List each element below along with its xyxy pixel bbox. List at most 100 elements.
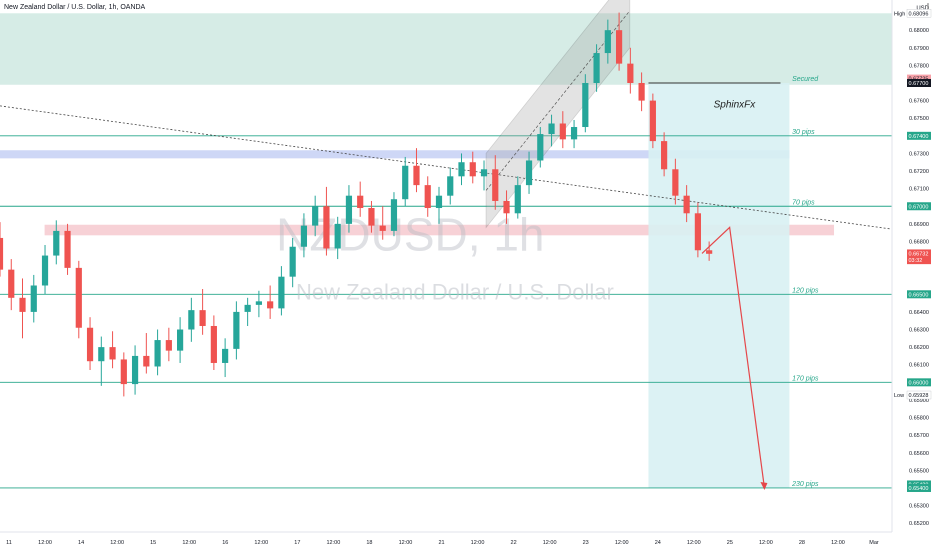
- candle-body-60: [672, 169, 679, 196]
- x-tick-20: 25: [727, 540, 733, 546]
- candle-body-62: [694, 213, 701, 251]
- price-label-bg-2: [907, 78, 931, 87]
- price-label-bg-3: [907, 131, 931, 140]
- currency-label: USD: [916, 6, 929, 12]
- blue-zone: [0, 150, 790, 159]
- price-label-bg-11: [907, 483, 931, 492]
- candle-body-51: [570, 127, 578, 140]
- candle-body-12: [131, 355, 139, 385]
- x-tick-22: 28: [799, 540, 805, 546]
- candle-body-25: [278, 276, 285, 309]
- author-tag: SphinxFx: [714, 100, 757, 111]
- candle-body-33: [368, 208, 375, 226]
- x-tick-15: 12:00: [543, 540, 557, 546]
- y-tick-15: 0.66100: [909, 363, 929, 369]
- x-tick-14: 22: [511, 540, 517, 546]
- candle-body-45: [503, 200, 510, 214]
- y-tick-10: 0.66800: [909, 239, 929, 245]
- candle-body-39: [435, 195, 443, 209]
- candle-body-9: [98, 347, 105, 362]
- candle-body-44: [492, 169, 499, 201]
- red-zone: [44, 224, 835, 236]
- projection-arrowhead: [760, 481, 768, 490]
- price-label-3: 0.67400: [909, 134, 929, 140]
- x-tick-10: 18: [366, 540, 372, 546]
- candle-body-18: [199, 310, 206, 326]
- x-tick-18: 24: [655, 540, 661, 546]
- x-tick-19: 12:00: [687, 540, 701, 546]
- x-tick-2: 14: [78, 540, 84, 546]
- dots-menu-icon[interactable]: [927, 3, 929, 9]
- y-tick-14: 0.66200: [909, 345, 929, 351]
- y-tick-8: 0.67100: [909, 187, 929, 193]
- level-label-2: 70 pips: [792, 199, 815, 206]
- candle-body-17: [188, 310, 195, 330]
- candle-body-35: [390, 199, 398, 231]
- x-tick-3: 12:00: [110, 540, 124, 546]
- price-label-2: 0.67700: [909, 81, 929, 87]
- x-tick-24: Mar: [869, 540, 879, 546]
- price-label-bg-8: [907, 378, 931, 387]
- price-label-bg-9: [906, 390, 932, 400]
- candle-body-43: [480, 169, 488, 177]
- price-label-7: 0.66500: [909, 292, 929, 298]
- y-tick-21: 0.65300: [909, 504, 929, 510]
- candle-body-13: [143, 355, 150, 367]
- candle-body-34: [379, 225, 386, 231]
- price-tag-0: High: [894, 11, 905, 17]
- candle-body-52: [582, 82, 589, 128]
- x-tick-4: 15: [150, 540, 156, 546]
- candle-body-55: [615, 30, 623, 64]
- candle-body-21: [233, 311, 240, 349]
- candle-body-38: [424, 185, 431, 209]
- x-tick-8: 17: [294, 540, 300, 546]
- watermark-symbol: NZDUSD, 1h: [276, 208, 544, 260]
- y-tick-6: 0.67300: [909, 151, 929, 157]
- y-tick-20: 0.65500: [909, 468, 929, 474]
- candle-body-61: [683, 195, 690, 214]
- y-tick-5: 0.67500: [909, 116, 929, 122]
- candle-body-10: [109, 347, 116, 360]
- candle-body-31: [345, 195, 353, 224]
- candle-body-47: [525, 160, 533, 186]
- candle-body-15: [165, 340, 172, 351]
- candle-body-28: [312, 206, 319, 226]
- x-tick-0: 11: [6, 540, 12, 546]
- y-tick-12: 0.66400: [909, 310, 929, 316]
- x-tick-6: 16: [222, 540, 228, 546]
- y-tick-18: 0.65700: [909, 433, 929, 439]
- candle-body-57: [638, 82, 645, 101]
- x-tick-12: 21: [438, 540, 444, 546]
- price-label-0: 0.68096: [909, 11, 929, 17]
- level-label-5: 230 pips: [791, 481, 819, 488]
- candle-body-63: [706, 250, 713, 254]
- candle-body-48: [537, 134, 544, 161]
- candle-body-24: [267, 301, 274, 309]
- candle-body-20: [222, 348, 229, 363]
- candle-body-40: [447, 176, 454, 196]
- candle-body-54: [604, 30, 611, 54]
- candle-body-32: [357, 195, 364, 209]
- candle-body-23: [255, 301, 262, 305]
- candle-body-58: [649, 100, 656, 142]
- candle-body-41: [458, 162, 465, 177]
- candle-body-11: [120, 359, 127, 385]
- candle-body-4: [41, 255, 49, 286]
- y-tick-22: 0.65200: [909, 521, 929, 527]
- candle-body-37: [413, 165, 420, 186]
- y-tick-2: 0.67900: [909, 46, 929, 52]
- y-tick-3: 0.67800: [909, 63, 929, 69]
- candle-body-7: [75, 267, 82, 328]
- price-label-bg-6: [907, 256, 931, 265]
- candle-body-26: [289, 246, 296, 277]
- candle-body-0: [0, 237, 4, 270]
- level-label-1: 30 pips: [792, 129, 815, 136]
- price-axis[interactable]: [892, 0, 932, 550]
- level-label-0: Secured: [792, 76, 819, 83]
- x-tick-21: 12:00: [759, 540, 773, 546]
- x-tick-17: 12:00: [615, 540, 629, 546]
- x-tick-13: 12:00: [471, 540, 485, 546]
- y-tick-9: 0.66900: [909, 222, 929, 228]
